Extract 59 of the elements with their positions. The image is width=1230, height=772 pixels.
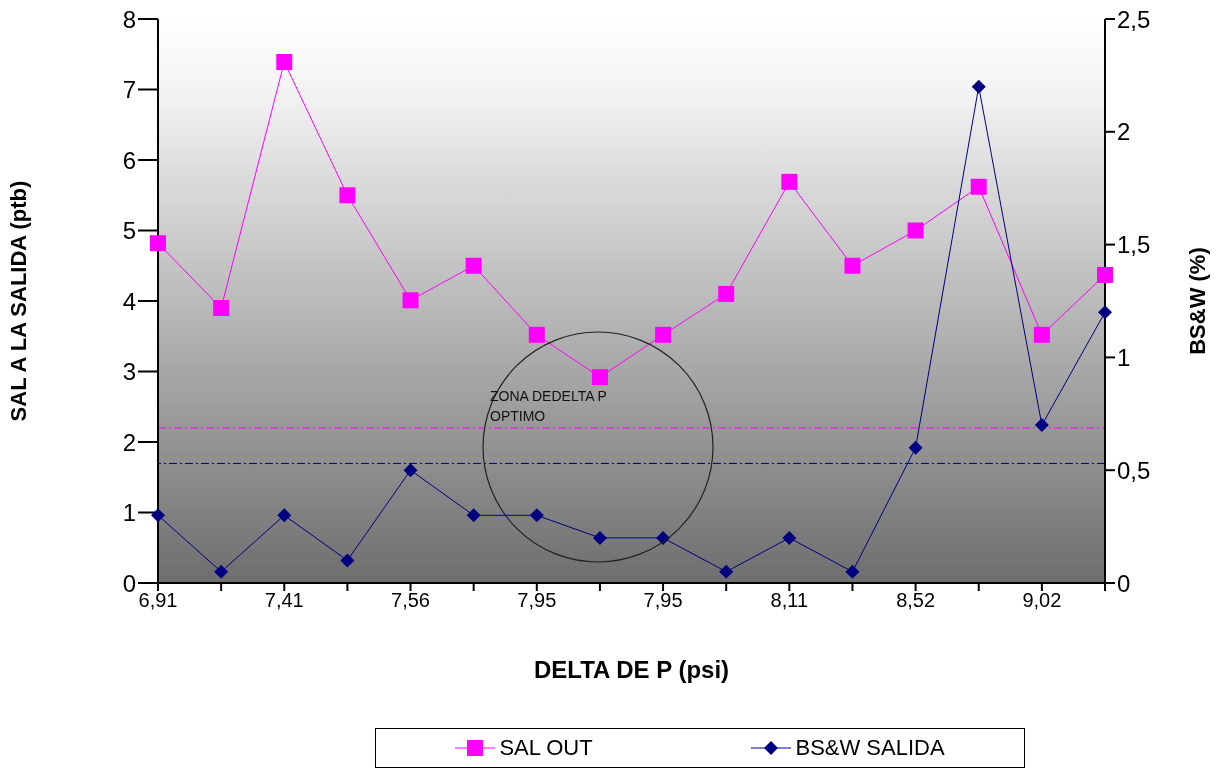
point bbox=[213, 300, 230, 317]
point bbox=[151, 508, 165, 523]
y-tick-label: 5 bbox=[122, 217, 136, 245]
point bbox=[340, 553, 355, 568]
point bbox=[845, 564, 860, 579]
point bbox=[907, 222, 924, 239]
legend-label: SAL OUT bbox=[499, 735, 593, 761]
x-tick-label: 7,56 bbox=[391, 589, 430, 612]
y-tick-label: 2 bbox=[122, 428, 136, 456]
point bbox=[718, 285, 735, 302]
point bbox=[276, 54, 293, 71]
point bbox=[844, 257, 861, 274]
point bbox=[402, 292, 419, 309]
point bbox=[970, 178, 987, 195]
x-tick-label: 7,95 bbox=[517, 589, 557, 612]
point bbox=[339, 187, 356, 204]
point bbox=[1033, 326, 1050, 343]
point bbox=[908, 440, 923, 455]
point bbox=[782, 530, 797, 545]
x-tick-label: 8,52 bbox=[896, 589, 936, 612]
y-tick-label: 8 bbox=[122, 5, 136, 33]
point bbox=[403, 463, 418, 478]
point bbox=[781, 173, 798, 190]
point bbox=[655, 326, 672, 343]
y-tick-label: 1 bbox=[122, 499, 136, 527]
point bbox=[528, 326, 545, 343]
y2-tick-label: 0 bbox=[1117, 569, 1131, 597]
y2-tick-label: 1 bbox=[1117, 343, 1131, 371]
legend-label: BS&W SALIDA bbox=[795, 735, 945, 761]
x-tick-label: 7,95 bbox=[643, 589, 683, 612]
x-tick-label: 7,41 bbox=[264, 589, 304, 612]
point bbox=[591, 369, 608, 386]
point bbox=[719, 564, 734, 579]
point bbox=[150, 235, 166, 252]
y-tick-label: 0 bbox=[122, 569, 136, 597]
point bbox=[971, 79, 986, 94]
x-tick-label: 9,02 bbox=[1022, 589, 1062, 612]
point bbox=[466, 508, 481, 523]
y-tick-label: 6 bbox=[122, 146, 136, 174]
point bbox=[529, 508, 544, 523]
y2-tick-label: 2,5 bbox=[1117, 5, 1151, 33]
y-axis-title: SAL A LA SALIDA (ptb) bbox=[5, 180, 31, 422]
point bbox=[1098, 305, 1112, 320]
x-axis-title: DELTA DE P (psi) bbox=[533, 656, 730, 683]
y2-axis-title: BS&W (%) bbox=[1184, 247, 1210, 355]
y-tick-label: 7 bbox=[122, 76, 136, 104]
y-tick-label: 4 bbox=[122, 287, 136, 315]
point bbox=[592, 530, 607, 545]
point bbox=[465, 257, 482, 274]
x-tick-label: 6,91 bbox=[138, 589, 178, 612]
point bbox=[277, 508, 292, 523]
point bbox=[1097, 266, 1113, 283]
x-tick-label: 8,11 bbox=[770, 589, 809, 612]
point bbox=[1034, 418, 1049, 433]
y2-tick-label: 2 bbox=[1117, 118, 1131, 146]
point bbox=[214, 564, 229, 579]
y2-tick-label: 1,5 bbox=[1117, 231, 1151, 259]
y2-tick-label: 0,5 bbox=[1117, 456, 1151, 484]
y-tick-label: 3 bbox=[122, 358, 136, 386]
